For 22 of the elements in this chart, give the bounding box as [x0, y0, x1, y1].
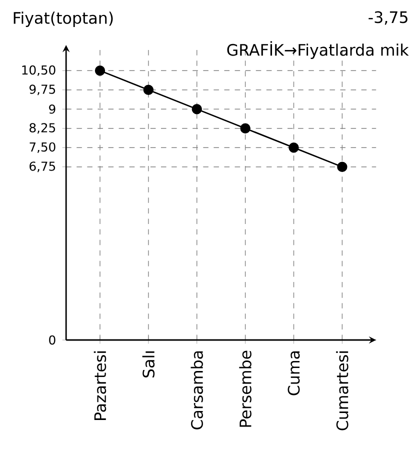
- annotation: GRAFİK→Fiyatlarda mik: [227, 41, 409, 59]
- point: [94, 66, 106, 76]
- y-tick-label: 9,75: [30, 84, 56, 96]
- point: [288, 142, 299, 153]
- point: [192, 104, 202, 114]
- x-tick-label: Persembe: [239, 350, 252, 427]
- y-tick-label: 7,50: [30, 142, 56, 153]
- x-tick-label: Salı: [142, 351, 155, 378]
- x-tick-label: Carsamba: [190, 351, 203, 430]
- y-axis-title: Fiyat(toptan): [14, 12, 113, 27]
- y-tick-label: 8,25: [30, 123, 56, 134]
- y-tick-label: 10,50: [22, 65, 56, 76]
- x-tick-label: Cuma: [288, 351, 300, 396]
- point: [143, 84, 154, 95]
- point: [240, 123, 250, 134]
- text: -3,75: [368, 11, 408, 25]
- y-tick-label: 0: [49, 335, 56, 345]
- y-tick-label: 6,75: [30, 162, 56, 172]
- x-tick-label: Pazartesi: [94, 351, 106, 420]
- point: [337, 162, 348, 172]
- y-tick-label: 9: [49, 104, 56, 114]
- x-tick-label: Cumartesi: [336, 351, 348, 430]
